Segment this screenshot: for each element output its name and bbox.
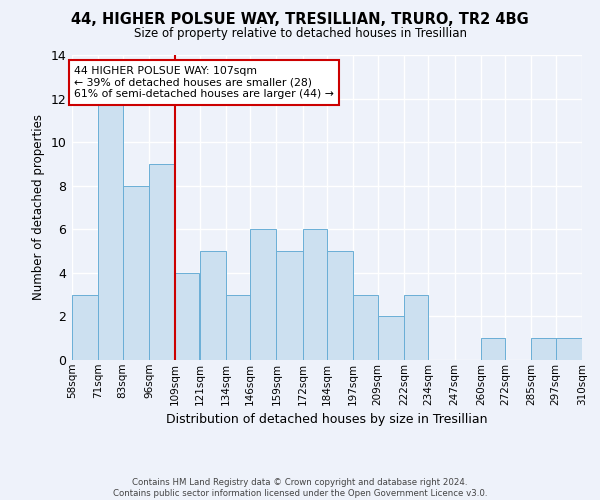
Text: Contains HM Land Registry data © Crown copyright and database right 2024.
Contai: Contains HM Land Registry data © Crown c…	[113, 478, 487, 498]
Y-axis label: Number of detached properties: Number of detached properties	[32, 114, 45, 300]
Bar	[149, 164, 175, 360]
Bar	[199, 251, 226, 360]
Bar	[353, 294, 377, 360]
Bar	[98, 98, 122, 360]
Bar	[303, 230, 327, 360]
Text: Size of property relative to detached houses in Tresillian: Size of property relative to detached ho…	[133, 28, 467, 40]
Bar	[556, 338, 582, 360]
Bar	[175, 273, 199, 360]
Bar	[377, 316, 404, 360]
Bar	[481, 338, 505, 360]
Bar	[277, 251, 303, 360]
Bar	[72, 294, 98, 360]
Bar	[532, 338, 556, 360]
Bar	[122, 186, 149, 360]
Bar	[226, 294, 250, 360]
Bar	[404, 294, 428, 360]
Bar	[250, 230, 277, 360]
Text: 44, HIGHER POLSUE WAY, TRESILLIAN, TRURO, TR2 4BG: 44, HIGHER POLSUE WAY, TRESILLIAN, TRURO…	[71, 12, 529, 28]
Bar	[327, 251, 353, 360]
Text: 44 HIGHER POLSUE WAY: 107sqm
← 39% of detached houses are smaller (28)
61% of se: 44 HIGHER POLSUE WAY: 107sqm ← 39% of de…	[74, 66, 334, 99]
X-axis label: Distribution of detached houses by size in Tresillian: Distribution of detached houses by size …	[166, 413, 488, 426]
